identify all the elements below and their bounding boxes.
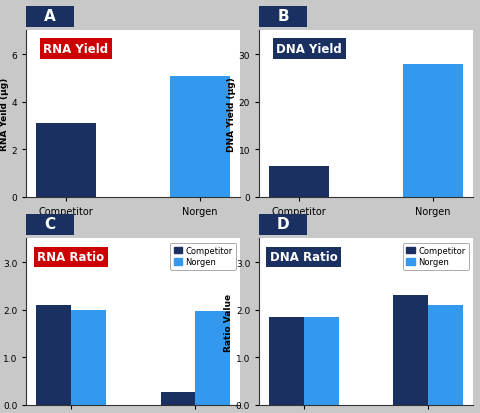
- Text: DNA Ratio: DNA Ratio: [270, 250, 337, 263]
- Bar: [428, 305, 463, 405]
- Bar: [161, 392, 195, 405]
- Text: D: D: [276, 217, 289, 232]
- FancyBboxPatch shape: [26, 214, 74, 235]
- Legend: Competitor, Norgen: Competitor, Norgen: [170, 243, 236, 270]
- Y-axis label: RNA Yeild (µg): RNA Yeild (µg): [0, 78, 9, 151]
- Bar: [269, 166, 329, 197]
- Text: C: C: [45, 217, 56, 232]
- FancyBboxPatch shape: [259, 214, 307, 235]
- Bar: [304, 317, 338, 405]
- Y-axis label: DNA Yield (µg): DNA Yield (µg): [227, 77, 236, 152]
- Bar: [170, 76, 230, 197]
- Text: DNA Yield: DNA Yield: [276, 43, 342, 56]
- FancyBboxPatch shape: [259, 7, 307, 28]
- Bar: [394, 296, 428, 405]
- Bar: [71, 310, 106, 405]
- Bar: [403, 64, 463, 197]
- Y-axis label: Ratio Value: Ratio Value: [224, 293, 233, 351]
- Text: RNA Yield: RNA Yield: [44, 43, 108, 56]
- Text: A: A: [44, 9, 56, 24]
- Bar: [36, 305, 71, 405]
- Bar: [269, 317, 304, 405]
- Bar: [195, 311, 230, 405]
- FancyBboxPatch shape: [26, 7, 74, 28]
- Bar: [36, 124, 96, 197]
- Text: B: B: [277, 9, 289, 24]
- Legend: Competitor, Norgen: Competitor, Norgen: [403, 243, 468, 270]
- Text: RNA Ratio: RNA Ratio: [37, 250, 104, 263]
